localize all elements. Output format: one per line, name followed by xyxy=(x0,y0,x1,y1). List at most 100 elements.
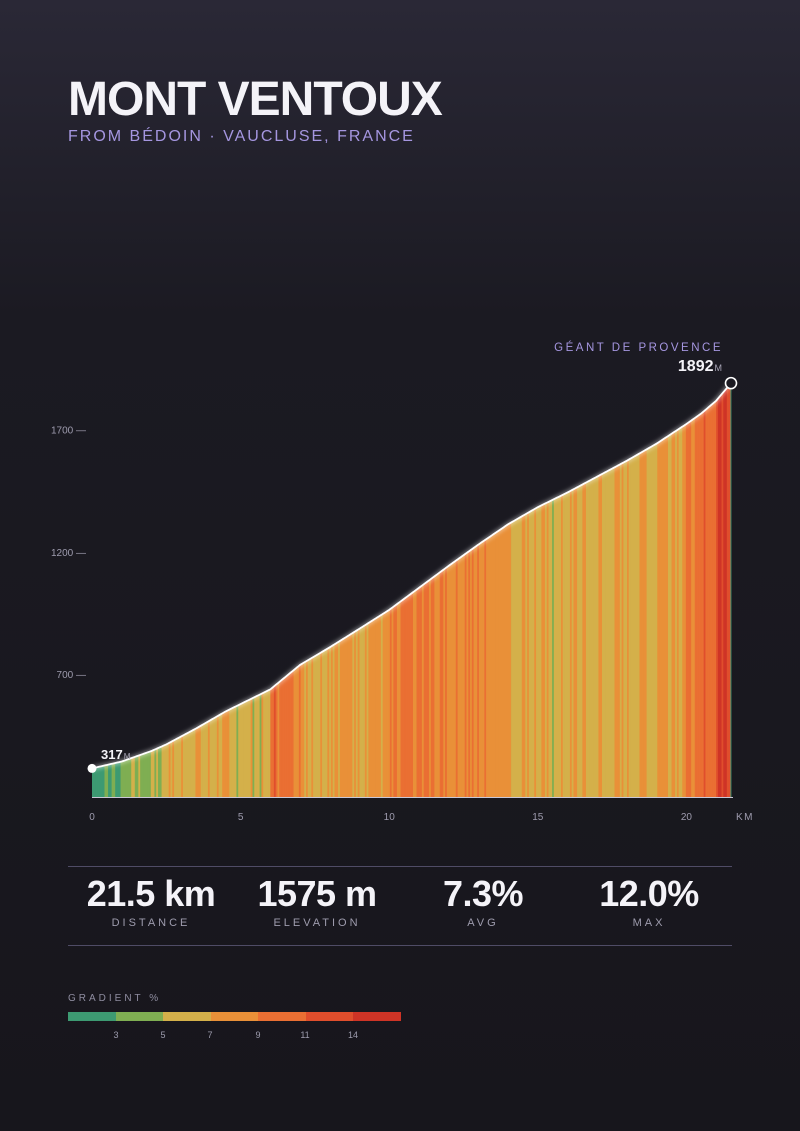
gradient-strip xyxy=(539,505,542,797)
legend-swatch xyxy=(115,1012,164,1021)
gradient-strip xyxy=(120,761,123,797)
gradient-strip xyxy=(329,647,332,797)
gradient-strip xyxy=(129,758,132,797)
gradient-strip xyxy=(359,628,362,797)
gradient-strip xyxy=(393,606,396,797)
gradient-strip xyxy=(256,695,259,797)
gradient-strip xyxy=(300,664,303,797)
gradient-strip xyxy=(707,407,710,797)
x-axis-unit-label: KM xyxy=(736,812,754,823)
stat-max-value: 12.0% xyxy=(599,873,699,914)
gradient-strip xyxy=(405,596,409,797)
gradient-strip xyxy=(263,692,266,797)
gradient-strip xyxy=(500,528,503,797)
gradient-strip xyxy=(93,767,96,797)
gradient-strip xyxy=(259,694,262,797)
gradient-strip xyxy=(95,767,98,797)
gradient-strip xyxy=(414,590,417,797)
gradient-strip xyxy=(102,765,105,797)
gradient-strip xyxy=(523,514,526,797)
gradient-strip xyxy=(118,762,121,797)
x-tick-label: 15 xyxy=(532,812,544,823)
legend-swatch xyxy=(163,1012,211,1021)
gradient-strip xyxy=(172,740,175,797)
gradient-strip xyxy=(418,587,421,797)
gradient-strip xyxy=(352,632,355,797)
gradient-strip xyxy=(375,617,378,797)
gradient-strip xyxy=(343,638,346,797)
gradient-strip xyxy=(689,421,692,797)
gradient-strip xyxy=(580,485,583,797)
gradient-strip xyxy=(216,716,220,797)
gradient-strip xyxy=(664,437,667,797)
gradient-strip xyxy=(639,452,642,797)
gradient-strip xyxy=(544,503,548,797)
gradient-strip xyxy=(286,675,289,797)
gradient-strip xyxy=(220,713,223,797)
elevation-profile-chart: 0 5 10 15 20 700 — 1200 — 1700 — GÉANT DE PROVE… xyxy=(51,341,754,823)
gradient-strip xyxy=(454,561,457,797)
gradient-strip xyxy=(461,556,464,797)
gradient-strip xyxy=(177,737,180,797)
gradient-strip xyxy=(159,746,162,797)
gradient-strip xyxy=(559,496,562,797)
gradient-strip xyxy=(234,706,237,797)
gradient-strip xyxy=(448,565,451,797)
gradient-strip xyxy=(582,484,585,797)
gradient-strip xyxy=(181,735,184,797)
legend-swatch xyxy=(305,1012,354,1021)
gradient-strip xyxy=(122,761,125,797)
gradient-strip xyxy=(345,637,348,797)
gradient-strip xyxy=(316,654,319,797)
gradient-strip xyxy=(596,476,599,797)
gradient-strip xyxy=(309,658,312,797)
gradient-strip xyxy=(700,413,703,797)
gradient-strip xyxy=(457,558,460,797)
gradient-strip xyxy=(134,756,137,797)
gradient-strip xyxy=(402,599,405,797)
gradient-strip xyxy=(600,474,603,797)
gradient-strip xyxy=(502,527,505,797)
gradient-strip xyxy=(618,464,621,797)
gradient-strip xyxy=(550,500,553,797)
gradient-strip xyxy=(486,538,489,797)
gradient-strip xyxy=(363,625,366,797)
gradient-strip xyxy=(495,532,498,797)
gradient-strip xyxy=(712,403,715,797)
gradient-strip xyxy=(106,764,109,797)
gradient-strip xyxy=(584,483,587,797)
gradient-strip xyxy=(421,585,425,797)
gradient-strip xyxy=(721,393,724,797)
gradient-strip xyxy=(163,745,166,797)
gradient-strip xyxy=(528,511,532,797)
gradient-strip xyxy=(530,510,533,797)
gradient-strip xyxy=(336,642,339,797)
gradient-strip xyxy=(354,631,357,797)
gradient-strip xyxy=(149,751,152,797)
gradient-strip xyxy=(564,493,567,797)
gradient-strip xyxy=(370,621,373,797)
gradient-strip xyxy=(726,387,730,797)
gradient-strip xyxy=(626,460,630,797)
gradient-strip xyxy=(470,549,473,797)
gradient-strip xyxy=(477,544,480,797)
legend-swatch xyxy=(210,1012,259,1021)
gradient-strip xyxy=(659,441,662,797)
gradient-strip xyxy=(371,620,375,797)
start-marker xyxy=(87,763,97,773)
gradient-strip xyxy=(202,724,205,797)
gradient-strip xyxy=(186,733,189,797)
gradient-strip xyxy=(623,462,626,797)
gradient-strip xyxy=(437,573,441,797)
gradient-strip xyxy=(660,440,664,797)
gradient-strip xyxy=(313,656,316,797)
gradient-strip xyxy=(157,747,161,797)
gradient-strip xyxy=(562,494,565,797)
gradient-strip xyxy=(436,574,439,797)
gradient-strip xyxy=(462,555,466,797)
gradient-strip xyxy=(311,657,314,797)
legend-tick: 11 xyxy=(300,1030,310,1040)
gradient-strip xyxy=(527,512,530,797)
gradient-strip xyxy=(637,454,640,797)
gradient-strip xyxy=(364,624,368,797)
